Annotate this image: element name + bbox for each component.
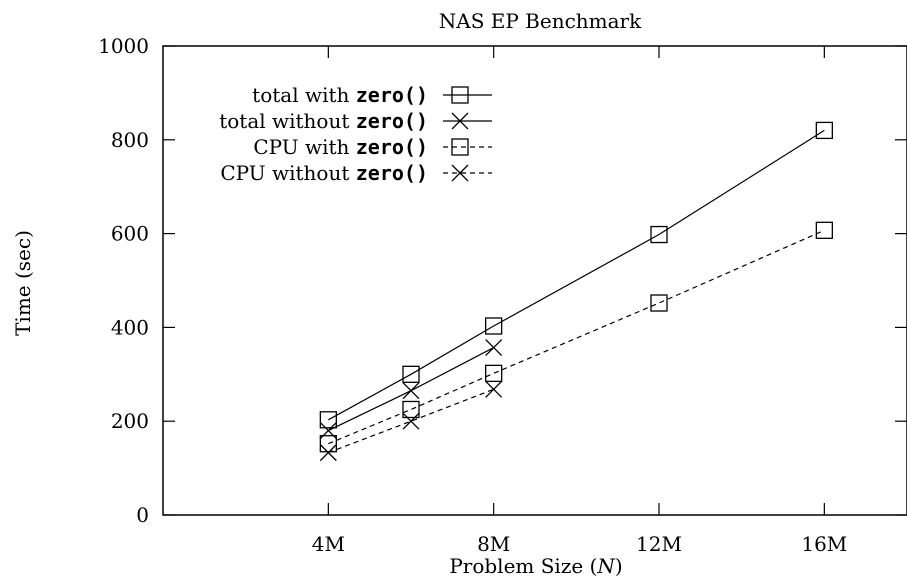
- data-point: [485, 364, 503, 383]
- series-layer: [319, 121, 833, 462]
- series-line: [328, 388, 494, 454]
- series-2: [319, 339, 503, 440]
- legend-label-text: total without: [219, 109, 356, 133]
- data-point: [402, 412, 420, 430]
- series-3: [319, 221, 833, 453]
- legend-label: CPU with zero(): [253, 135, 428, 159]
- x-tick-label: 16M: [801, 532, 847, 556]
- legend-marker: [451, 112, 469, 130]
- x-tick-label: 12M: [636, 532, 682, 556]
- legend-label-text: CPU without: [220, 161, 355, 185]
- x-axis-label-text: Problem Size (: [449, 554, 597, 578]
- legend-label-code: zero(): [356, 161, 428, 185]
- data-point: [815, 121, 833, 140]
- series-line: [328, 347, 494, 432]
- data-point: [319, 411, 337, 429]
- data-point: [485, 317, 503, 335]
- legend-label-text: CPU with: [253, 135, 355, 159]
- legend-label-code: zero(): [356, 83, 428, 107]
- legend-label: CPU without zero(): [220, 161, 428, 185]
- x-tick-label: 4M: [312, 532, 345, 556]
- y-tick-label: 400: [111, 315, 149, 339]
- data-point: [485, 339, 503, 357]
- x-axis-label: Problem Size (N): [449, 554, 622, 578]
- legend: total with zero()total without zero()CPU…: [219, 83, 492, 185]
- legend-label-text: total with: [252, 83, 356, 107]
- data-point: [402, 365, 420, 383]
- data-point: [319, 444, 337, 462]
- axis-ticks: 0 200 400 600 800 1000 4M 8M 12M 16M: [98, 34, 907, 556]
- y-tick-label: 200: [111, 409, 149, 433]
- y-tick-label: 600: [111, 222, 149, 246]
- series-line: [328, 129, 825, 421]
- data-point: [402, 382, 420, 400]
- legend-marker: [451, 138, 469, 156]
- legend-label: total without zero(): [219, 109, 428, 133]
- data-point: [815, 221, 833, 239]
- legend-entry-1: total with zero(): [252, 83, 492, 107]
- series-4: [319, 380, 503, 462]
- legend-label: total with zero(): [252, 83, 428, 107]
- y-tick-label: 0: [136, 503, 149, 527]
- series-1: [319, 121, 833, 429]
- legend-marker: [451, 86, 469, 104]
- legend-entry-2: total without zero(): [219, 109, 492, 133]
- x-axis-label-end: ): [615, 554, 623, 578]
- y-tick-label: 1000: [98, 34, 149, 58]
- y-axis-label: Time (sec): [11, 230, 35, 336]
- y-tick-label: 800: [111, 128, 149, 152]
- legend-marker: [451, 164, 469, 182]
- legend-label-code: zero(): [356, 109, 428, 133]
- x-tick-label: 8M: [477, 532, 510, 556]
- legend-entry-3: CPU with zero(): [253, 135, 492, 159]
- plot-frame: [162, 45, 907, 516]
- legend-entry-4: CPU without zero(): [220, 161, 492, 185]
- data-point: [650, 225, 668, 244]
- data-point: [485, 380, 503, 398]
- legend-label-code: zero(): [356, 135, 428, 159]
- data-point: [402, 400, 420, 419]
- chart-title: NAS EP Benchmark: [439, 9, 642, 33]
- x-axis-label-variable: N: [596, 554, 616, 578]
- data-point: [650, 294, 668, 312]
